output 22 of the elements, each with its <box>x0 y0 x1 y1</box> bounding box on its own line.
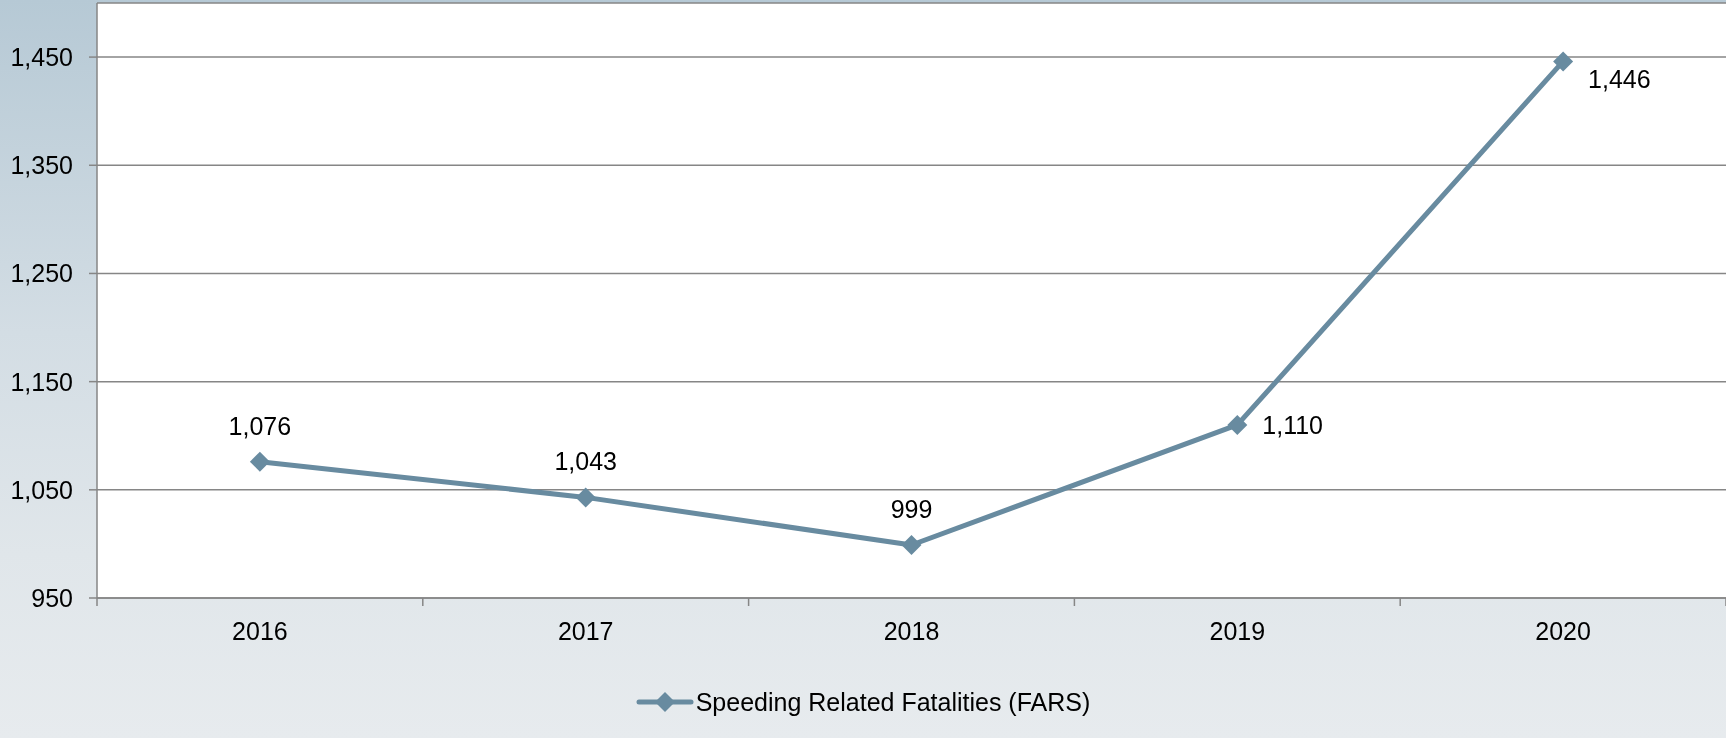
point <box>1227 414 1248 435</box>
data-label: 1,076 <box>228 411 292 440</box>
x-tick-label: 2020 <box>1535 617 1591 645</box>
point <box>901 534 922 555</box>
point <box>575 487 596 508</box>
y-tick-label: 1,450 <box>10 42 73 71</box>
point <box>249 451 270 472</box>
x-tick-label: 2017 <box>557 617 614 645</box>
y-tick-label: 950 <box>31 583 73 612</box>
data-label: 999 <box>890 494 933 523</box>
x-tick-label: 2019 <box>1209 617 1266 645</box>
y-tick-label: 1,350 <box>10 151 73 180</box>
y-tick-label: 1,250 <box>10 259 73 288</box>
data-label: 1,110 <box>1262 410 1324 439</box>
data-label: 1,446 <box>1588 65 1651 94</box>
y-tick-label: 1,150 <box>10 367 73 396</box>
point <box>1553 51 1574 72</box>
legend-label: Speeding Related Fatalities (FARS) <box>695 687 1091 717</box>
x-tick-label: 2018 <box>883 617 940 645</box>
y-tick-label: 1,050 <box>10 475 73 504</box>
data-label: 1,043 <box>554 447 617 476</box>
x-tick-label: 2016 <box>232 617 288 645</box>
